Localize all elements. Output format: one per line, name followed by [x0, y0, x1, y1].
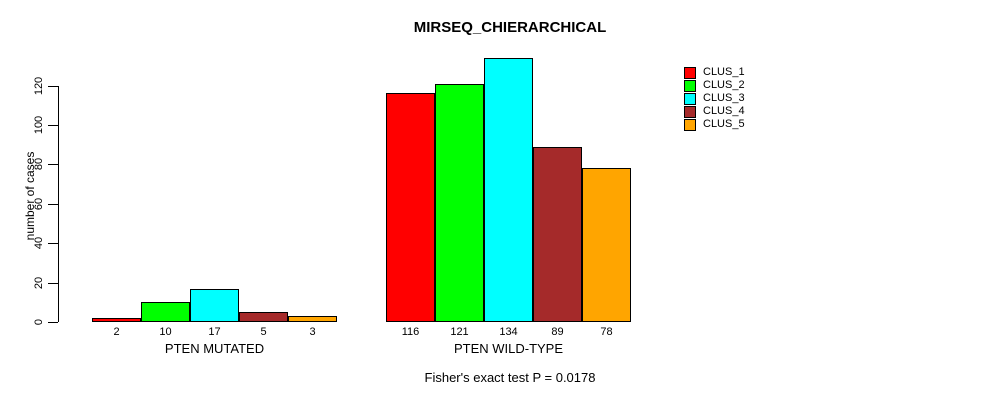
bar-value-label: 10	[159, 326, 172, 338]
legend-item-clus_1: CLUS_1	[684, 66, 745, 79]
legend-label: CLUS_4	[703, 105, 745, 117]
y-tick-mark	[48, 86, 58, 87]
bar-clus_5-group1	[288, 316, 337, 322]
bar-clus_4-group2	[533, 147, 582, 322]
y-tick-mark	[48, 243, 58, 244]
legend-label: CLUS_5	[703, 118, 745, 130]
y-tick-label: 60	[33, 197, 45, 211]
bar-value-label: 5	[260, 326, 267, 338]
bar-clus_1-group1	[92, 318, 141, 322]
legend-swatch-icon	[684, 105, 696, 118]
y-tick-label: 40	[33, 236, 45, 250]
category-label-group2: PTEN WILD-TYPE	[453, 341, 564, 356]
legend-label: CLUS_3	[703, 92, 745, 104]
legend: CLUS_1 CLUS_2 CLUS_3 CLUS_4 CLUS_5	[684, 66, 745, 131]
bar-value-label: 3	[309, 326, 316, 338]
bar-value-label: 17	[208, 326, 221, 338]
y-tick-label: 0	[33, 318, 45, 326]
bar-value-label: 121	[450, 326, 469, 338]
legend-item-clus_2: CLUS_2	[684, 79, 745, 92]
chart-title: MIRSEQ_CHIERARCHICAL	[413, 19, 607, 36]
bar-value-label: 134	[499, 326, 518, 338]
bar-clus_3-group1	[190, 289, 239, 322]
legend-item-clus_4: CLUS_4	[684, 105, 745, 118]
legend-swatch-icon	[684, 79, 696, 92]
y-tick-mark	[48, 204, 58, 205]
y-axis-line	[58, 86, 59, 322]
bar-value-label: 2	[113, 326, 120, 338]
bar-clus_4-group1	[239, 312, 288, 322]
y-tick-mark	[48, 125, 58, 126]
bar-value-label: 116	[401, 326, 420, 338]
legend-swatch-icon	[684, 92, 696, 105]
bar-value-label: 78	[600, 326, 613, 338]
bar-clus_1-group2	[386, 93, 435, 322]
y-tick-label: 120	[33, 76, 45, 96]
bar-clus_3-group2	[484, 58, 533, 322]
y-tick-label: 100	[33, 115, 45, 135]
y-tick-label: 20	[33, 276, 45, 290]
legend-item-clus_5: CLUS_5	[684, 118, 745, 131]
footnote-annotation: Fisher's exact test P = 0.0178	[424, 370, 596, 385]
bar-clus_5-group2	[582, 168, 631, 322]
y-tick-label: 80	[33, 157, 45, 171]
y-tick-mark	[48, 164, 58, 165]
bar-clus_2-group2	[435, 84, 484, 322]
category-label-group1: PTEN MUTATED	[164, 341, 265, 356]
legend-label: CLUS_2	[703, 79, 745, 91]
y-tick-mark	[48, 322, 58, 323]
legend-swatch-icon	[684, 118, 696, 131]
legend-label: CLUS_1	[703, 66, 745, 78]
y-tick-mark	[48, 283, 58, 284]
bar-clus_2-group1	[141, 302, 190, 322]
bar-value-label: 89	[551, 326, 564, 338]
legend-item-clus_3: CLUS_3	[684, 92, 745, 105]
legend-swatch-icon	[684, 66, 696, 79]
